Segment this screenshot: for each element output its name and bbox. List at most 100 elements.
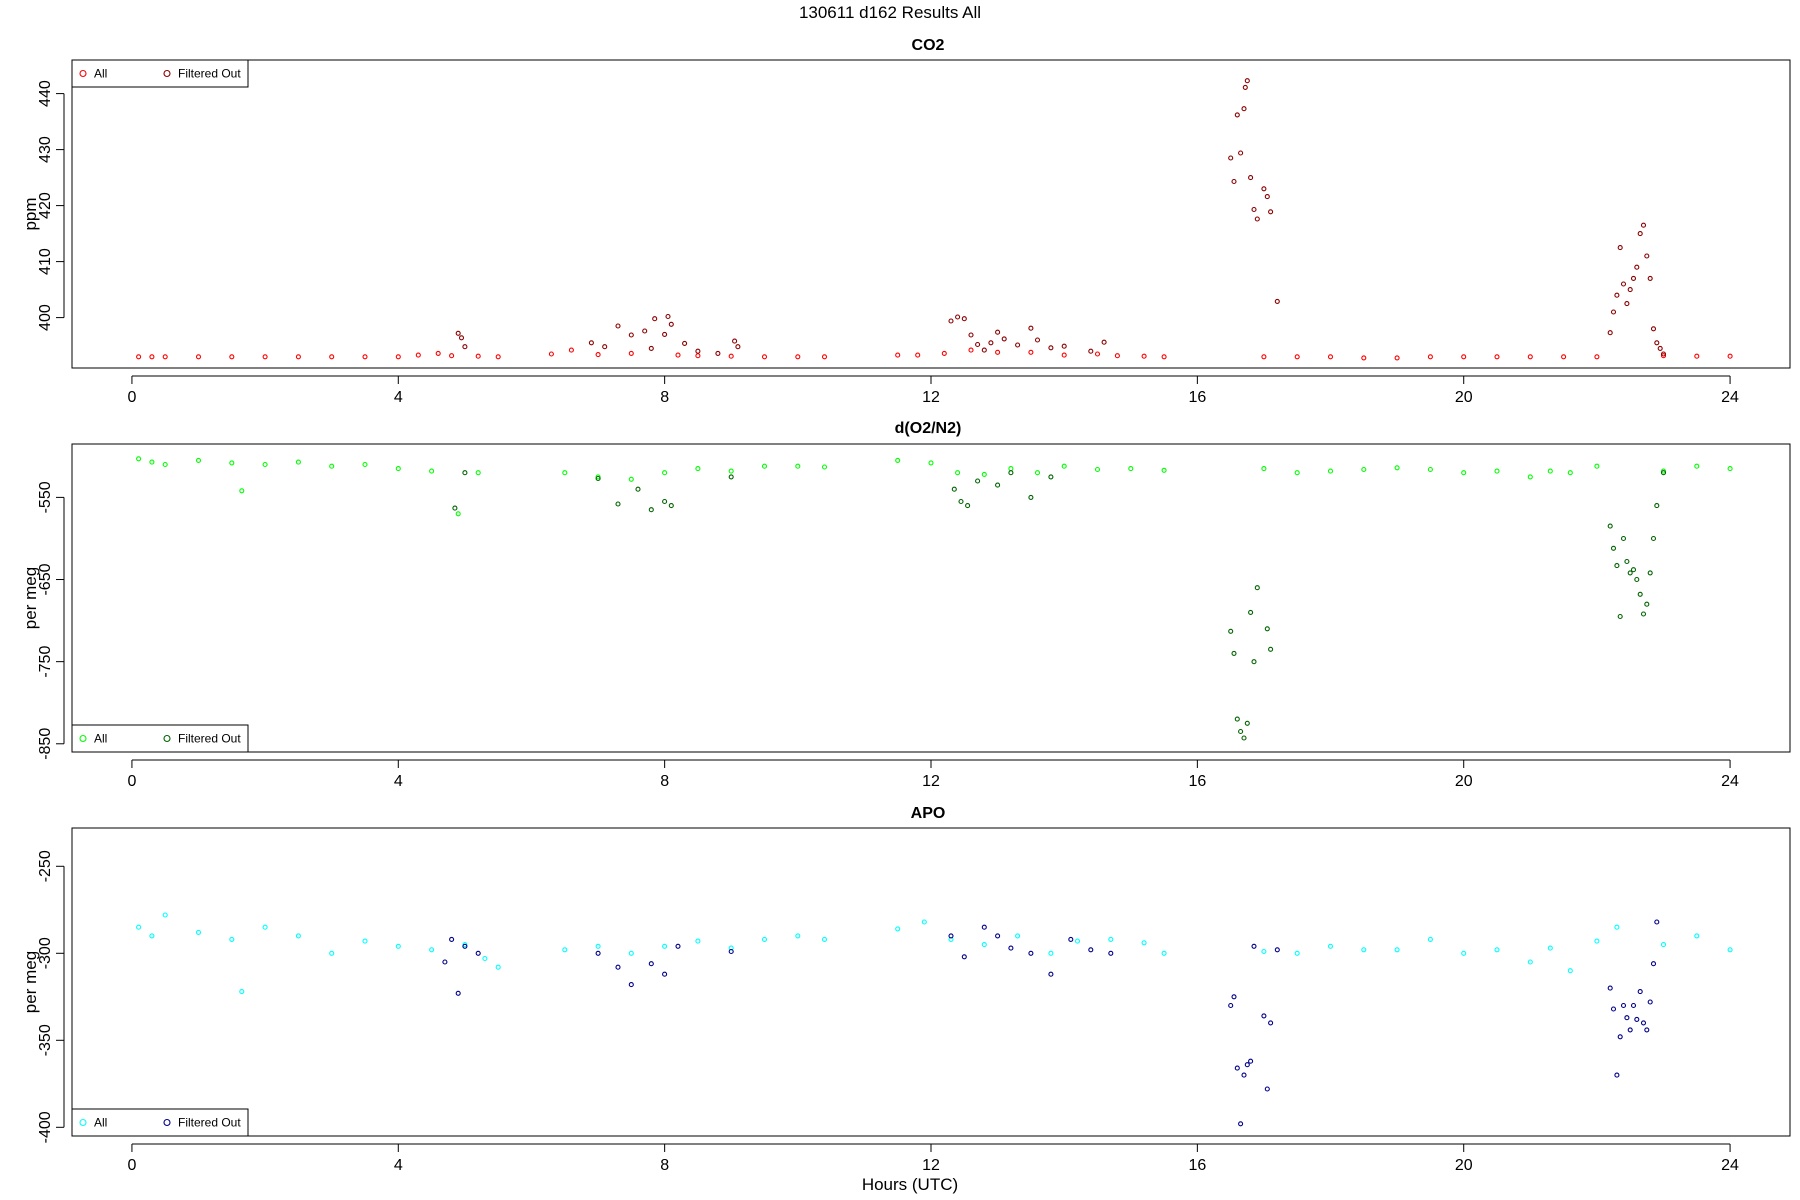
data-point [395,354,401,360]
x-tick-label: 16 [1188,389,1206,406]
data-point [1617,1034,1623,1040]
data-point [1617,613,1623,620]
x-tick-label: 4 [394,1157,403,1174]
data-point [1640,611,1647,617]
data-point [1461,354,1467,360]
data-point [662,331,668,337]
data-point [1647,570,1653,576]
data-point [595,943,601,949]
data-point [1061,352,1067,358]
y-axis-label: per meg [21,567,40,629]
data-point [648,345,654,351]
data-point [981,942,987,948]
data-point [149,933,155,939]
data-point [1527,354,1533,360]
data-point [1008,466,1014,472]
data-point [229,460,235,466]
data-point [1561,354,1567,360]
legend: All Filtered Out [71,724,249,753]
data-point [1101,339,1107,345]
y-axis: -550 -650 -750 -850 [37,481,65,760]
data-point [628,332,634,338]
data-point [1630,1002,1637,1009]
data-point [1274,298,1280,304]
data-point [429,947,435,953]
data-point [1660,470,1667,476]
data-point [239,989,245,995]
data-point [955,314,961,320]
legend-marker [163,1118,171,1127]
data-point [1261,354,1267,360]
data-point [462,470,468,476]
plot-frame [71,443,1791,753]
data-point [1228,155,1234,161]
data-point [1141,353,1147,359]
legend-label: Filtered Out [178,732,241,746]
data-point [995,482,1001,488]
y-tick-label: 410 [37,248,54,275]
data-point [1327,468,1334,474]
x-tick-label: 0 [127,773,136,790]
data-point [1427,354,1433,360]
data-point [1294,950,1300,956]
data-point [1274,947,1280,953]
data-point [1238,150,1244,156]
data-point [1650,961,1657,967]
data-point [895,457,901,463]
data-point [1034,337,1041,343]
legend-label: All [94,1116,107,1130]
points-layer [136,78,1733,361]
data-point [1028,349,1034,355]
data-point [295,459,301,465]
x-tick-label: 0 [127,389,136,406]
data-point [435,350,441,356]
data-point [455,511,461,517]
data-point [642,328,648,334]
data-point [1567,470,1573,476]
data-point [695,348,701,354]
panel-title: APO [911,805,946,822]
data-point [1114,353,1120,359]
data-point [1048,345,1054,351]
data-point [362,938,368,944]
data-point [1694,353,1700,359]
data-point [675,943,681,949]
x-tick-label: 0 [127,1157,136,1174]
data-point [1624,558,1630,565]
data-point [988,340,994,346]
data-point [662,943,668,949]
data-point [195,929,202,935]
data-point [1660,351,1667,357]
data-point [1251,943,1257,949]
data-point [1001,336,1007,342]
data-point [1241,735,1247,741]
data-point [1547,468,1553,474]
data-point [1567,968,1573,974]
data-point [1238,1121,1244,1127]
data-point [1361,355,1367,361]
data-point [728,945,734,951]
data-point [415,352,421,358]
data-point [1234,716,1240,722]
data-point [362,461,368,468]
data-point [1241,106,1247,112]
data-point [1251,206,1257,213]
data-point [136,456,142,462]
data-point [821,464,828,470]
data-point [652,316,658,322]
data-point [162,461,168,468]
data-point [1248,175,1254,181]
data-point [475,353,481,359]
data-point [981,924,987,930]
legend: All Filtered Out [71,1108,249,1137]
data-point [1008,470,1014,476]
data-point [1128,466,1134,472]
data-point [1251,659,1257,665]
data-point [1461,950,1467,956]
data-point [1727,466,1733,472]
legend-marker [79,69,87,78]
data-point [1228,628,1234,634]
data-point [662,971,668,977]
data-point [1461,470,1467,476]
